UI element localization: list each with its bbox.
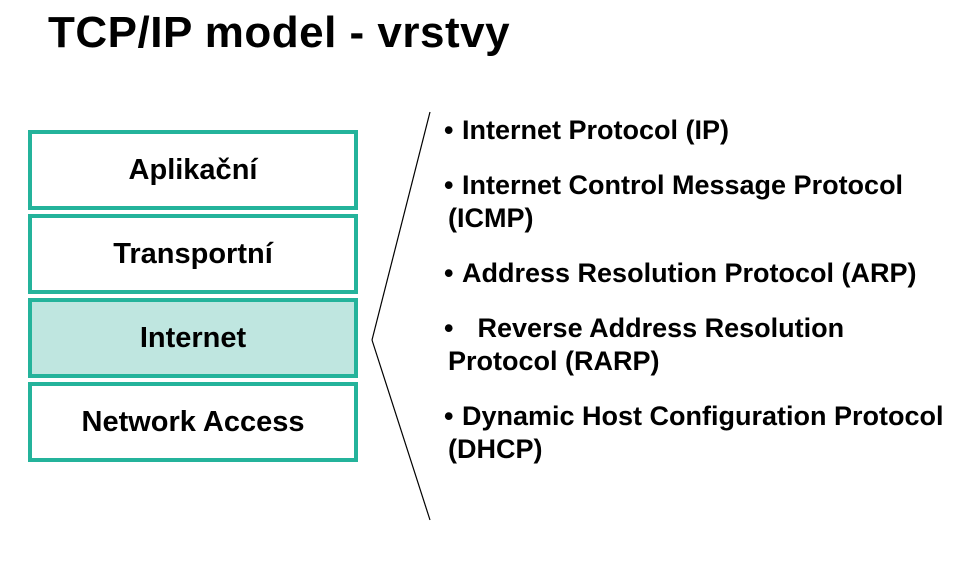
protocol-text: Address Resolution Protocol (ARP) [462, 258, 917, 288]
slide: TCP/IP model - vrstvy Aplikační Transpor… [0, 0, 960, 564]
protocol-item-arp: Address Resolution Protocol (ARP) [448, 257, 948, 290]
protocol-item-icmp: Internet Control Message Protocol (ICMP) [448, 169, 948, 235]
protocol-text: Internet Protocol (IP) [462, 115, 729, 145]
protocol-item-dhcp: Dynamic Host Configuration Protocol (DHC… [448, 400, 948, 466]
protocol-list: Internet Protocol (IP) Internet Control … [448, 114, 948, 466]
layer-stack: Aplikační Transportní Internet Network A… [28, 130, 358, 466]
protocol-text: Dynamic Host Configuration Protocol [462, 401, 944, 431]
layer-label: Network Access [82, 406, 305, 439]
layer-network-access: Network Access [28, 382, 358, 462]
protocol-text-cont: (ICMP) [448, 202, 948, 235]
protocol-list-container: Internet Protocol (IP) Internet Control … [448, 114, 948, 488]
slide-title: TCP/IP model - vrstvy [48, 8, 510, 58]
protocol-text: Reverse Address Resolution [470, 313, 844, 343]
layer-transportni: Transportní [28, 214, 358, 294]
layer-label: Transportní [113, 238, 273, 271]
protocol-item-rarp: Reverse Address Resolution Protocol (RAR… [448, 312, 948, 378]
layer-label: Aplikační [129, 154, 258, 187]
protocol-text-cont: Protocol (RARP) [448, 345, 948, 378]
protocol-item-ip: Internet Protocol (IP) [448, 114, 948, 147]
layer-label: Internet [140, 322, 246, 355]
layer-aplikacni: Aplikační [28, 130, 358, 210]
protocol-text-cont: (DHCP) [448, 433, 948, 466]
protocol-text: Internet Control Message Protocol [462, 170, 903, 200]
layer-internet: Internet [28, 298, 358, 378]
